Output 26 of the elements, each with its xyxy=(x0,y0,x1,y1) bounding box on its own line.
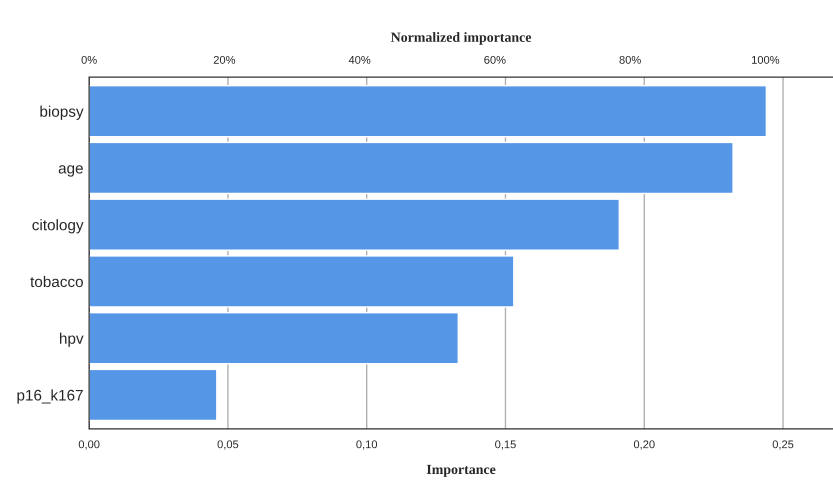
x-tick-label: 0,15 xyxy=(495,440,516,450)
x2-tick-label: 0% xyxy=(82,56,97,64)
y-tick-label: age xyxy=(58,165,83,177)
x-tick-label: 0,20 xyxy=(634,440,655,450)
bar xyxy=(89,142,734,194)
x-tick-label: 0,05 xyxy=(218,440,238,450)
x-tick-label: 0,00 xyxy=(78,440,100,450)
x2-tick-label: 80% xyxy=(619,56,641,64)
bar xyxy=(89,198,620,251)
x2-tick-label: 40% xyxy=(348,56,370,64)
bar xyxy=(89,368,218,422)
x2-tick-label: 60% xyxy=(484,56,506,64)
bar xyxy=(89,84,768,138)
y-tick-label: tobacco xyxy=(30,276,83,288)
x-tick-label: 0,10 xyxy=(356,440,378,450)
y-tick-label: hpv xyxy=(60,332,84,347)
y-tick-label: biopsy xyxy=(40,106,84,120)
y-tick-label: citology xyxy=(32,219,84,234)
bar xyxy=(89,312,459,364)
x-tick-label: 0,25 xyxy=(772,440,794,450)
y-tick-label: p16_k167 xyxy=(17,389,83,404)
x2-tick-label: 100% xyxy=(752,56,780,64)
x2-tick-label: 20% xyxy=(214,56,236,64)
bar xyxy=(89,255,514,308)
x2-axis-title: Normalized importance xyxy=(390,32,532,45)
x-axis-title: Importance xyxy=(426,464,496,477)
